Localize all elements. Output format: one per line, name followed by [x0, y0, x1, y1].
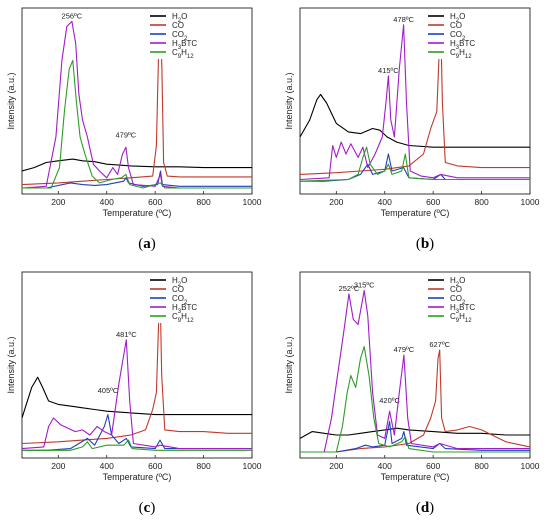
x-tick-label: 400: [378, 197, 392, 207]
x-tick-label: 600: [426, 197, 440, 207]
series-line-h2o: [22, 158, 252, 172]
x-tick-label: 200: [329, 461, 343, 471]
legend-entry: CO: [450, 21, 462, 30]
series-line-c9h12: [300, 346, 530, 453]
series-line-c9h12: [22, 59, 252, 189]
legend-entry: CO2: [172, 294, 188, 306]
peak-annotation: 478ºC: [393, 15, 414, 24]
legend-entry: H3BTC: [172, 39, 197, 51]
x-tick-label: 600: [148, 197, 162, 207]
panel-3: 200 400 600 800 1000 Temperature (ºC) Intensit…: [6, 271, 262, 516]
legend-entry: C9H12: [172, 48, 194, 60]
legend-entry: CO2: [450, 30, 466, 42]
plot-frame: [21, 271, 253, 459]
peak-annotation: 479ºC: [394, 345, 415, 354]
plot-frame: [299, 7, 531, 195]
x-tick-label: 800: [196, 461, 210, 471]
series-line-h3btc: [22, 20, 252, 189]
legend-entry: H2O: [450, 276, 465, 288]
legend-entry: H2O: [450, 12, 465, 24]
peak-annotation: 252ºC: [339, 284, 360, 293]
x-tick-label: 800: [474, 461, 488, 471]
x-tick-label: 400: [378, 461, 392, 471]
peak-annotation: 481ºC: [116, 330, 137, 339]
plot-frame: [21, 7, 253, 195]
series-line-c9h12: [22, 439, 252, 451]
panel-2: 200 400 600 800 1000 Temperature (ºC) Intensit…: [284, 7, 540, 252]
plot-frame: [299, 271, 531, 459]
legend-entry: H3BTC: [450, 303, 475, 315]
panel-label: (c): [139, 500, 156, 516]
peak-annotation: 315ºC: [354, 281, 375, 290]
x-axis-title: Temperature (ºC): [381, 208, 450, 218]
legend-entry: CO: [450, 285, 462, 294]
panel-label: (d): [416, 500, 434, 516]
y-axis-title: Intensity (a.u.): [6, 72, 16, 129]
x-tick-label: 1000: [243, 461, 262, 471]
series-line-h3btc: [22, 339, 252, 450]
x-tick-label: 600: [426, 461, 440, 471]
panel-4: 200 400 600 800 1000 Temperature (ºC) Intensit…: [284, 271, 540, 516]
x-tick-label: 400: [100, 461, 114, 471]
x-tick-label: 200: [329, 197, 343, 207]
series-line-co2: [300, 420, 530, 453]
peak-annotation: 627ºC: [429, 340, 450, 349]
panel-label: (a): [138, 236, 156, 252]
series-line-co: [22, 286, 252, 445]
x-tick-label: 800: [196, 197, 210, 207]
x-tick-label: 1000: [521, 461, 540, 471]
series-line-co: [300, 349, 530, 453]
x-tick-label: 400: [100, 197, 114, 207]
panel-label: (b): [416, 236, 434, 252]
legend-entry: CO2: [450, 294, 466, 306]
legend-entry: H3BTC: [172, 303, 197, 315]
x-axis-title: Temperature (ºC): [103, 208, 172, 218]
peak-annotation: 415ºC: [378, 66, 399, 75]
x-tick-label: 800: [474, 197, 488, 207]
x-tick-label: 1000: [521, 197, 540, 207]
legend-entry: H2O: [172, 276, 187, 288]
series-line-h2o: [300, 93, 530, 148]
legend-entry: CO: [172, 21, 184, 30]
series-line-c9h12: [300, 146, 530, 182]
y-axis-title: Intensity (a.u.): [284, 72, 294, 129]
peak-annotation: 479ºC: [116, 130, 137, 139]
legend-entry: C9H12: [172, 312, 194, 324]
x-tick-label: 600: [148, 461, 162, 471]
legend-entry: C9H12: [450, 48, 472, 60]
x-axis-title: Temperature (ºC): [381, 472, 450, 482]
legend-entry: C9H12: [450, 312, 472, 324]
peak-annotation: 420ºC: [379, 396, 400, 405]
series-line-co2: [22, 414, 252, 451]
x-axis-title: Temperature (ºC): [103, 472, 172, 482]
series-line-co: [300, 20, 530, 175]
y-axis-title: Intensity (a.u.): [6, 336, 16, 393]
x-tick-label: 200: [51, 197, 65, 207]
peak-annotation: 256ºC: [62, 11, 83, 20]
panel-1: 200 400 600 800 1000 Temperature (ºC) Intensit…: [6, 7, 262, 252]
legend-entry: H2O: [172, 12, 187, 24]
x-tick-label: 200: [51, 461, 65, 471]
series-line-h2o: [22, 376, 252, 419]
series-line-h3btc: [300, 24, 530, 181]
legend-entry: CO2: [172, 30, 188, 42]
x-tick-label: 1000: [243, 197, 262, 207]
legend-entry: CO: [172, 285, 184, 294]
peak-annotation: 405ºC: [98, 386, 119, 395]
series-line-co2: [300, 153, 530, 182]
y-axis-title: Intensity (a.u.): [284, 336, 294, 393]
legend-entry: H3BTC: [450, 39, 475, 51]
